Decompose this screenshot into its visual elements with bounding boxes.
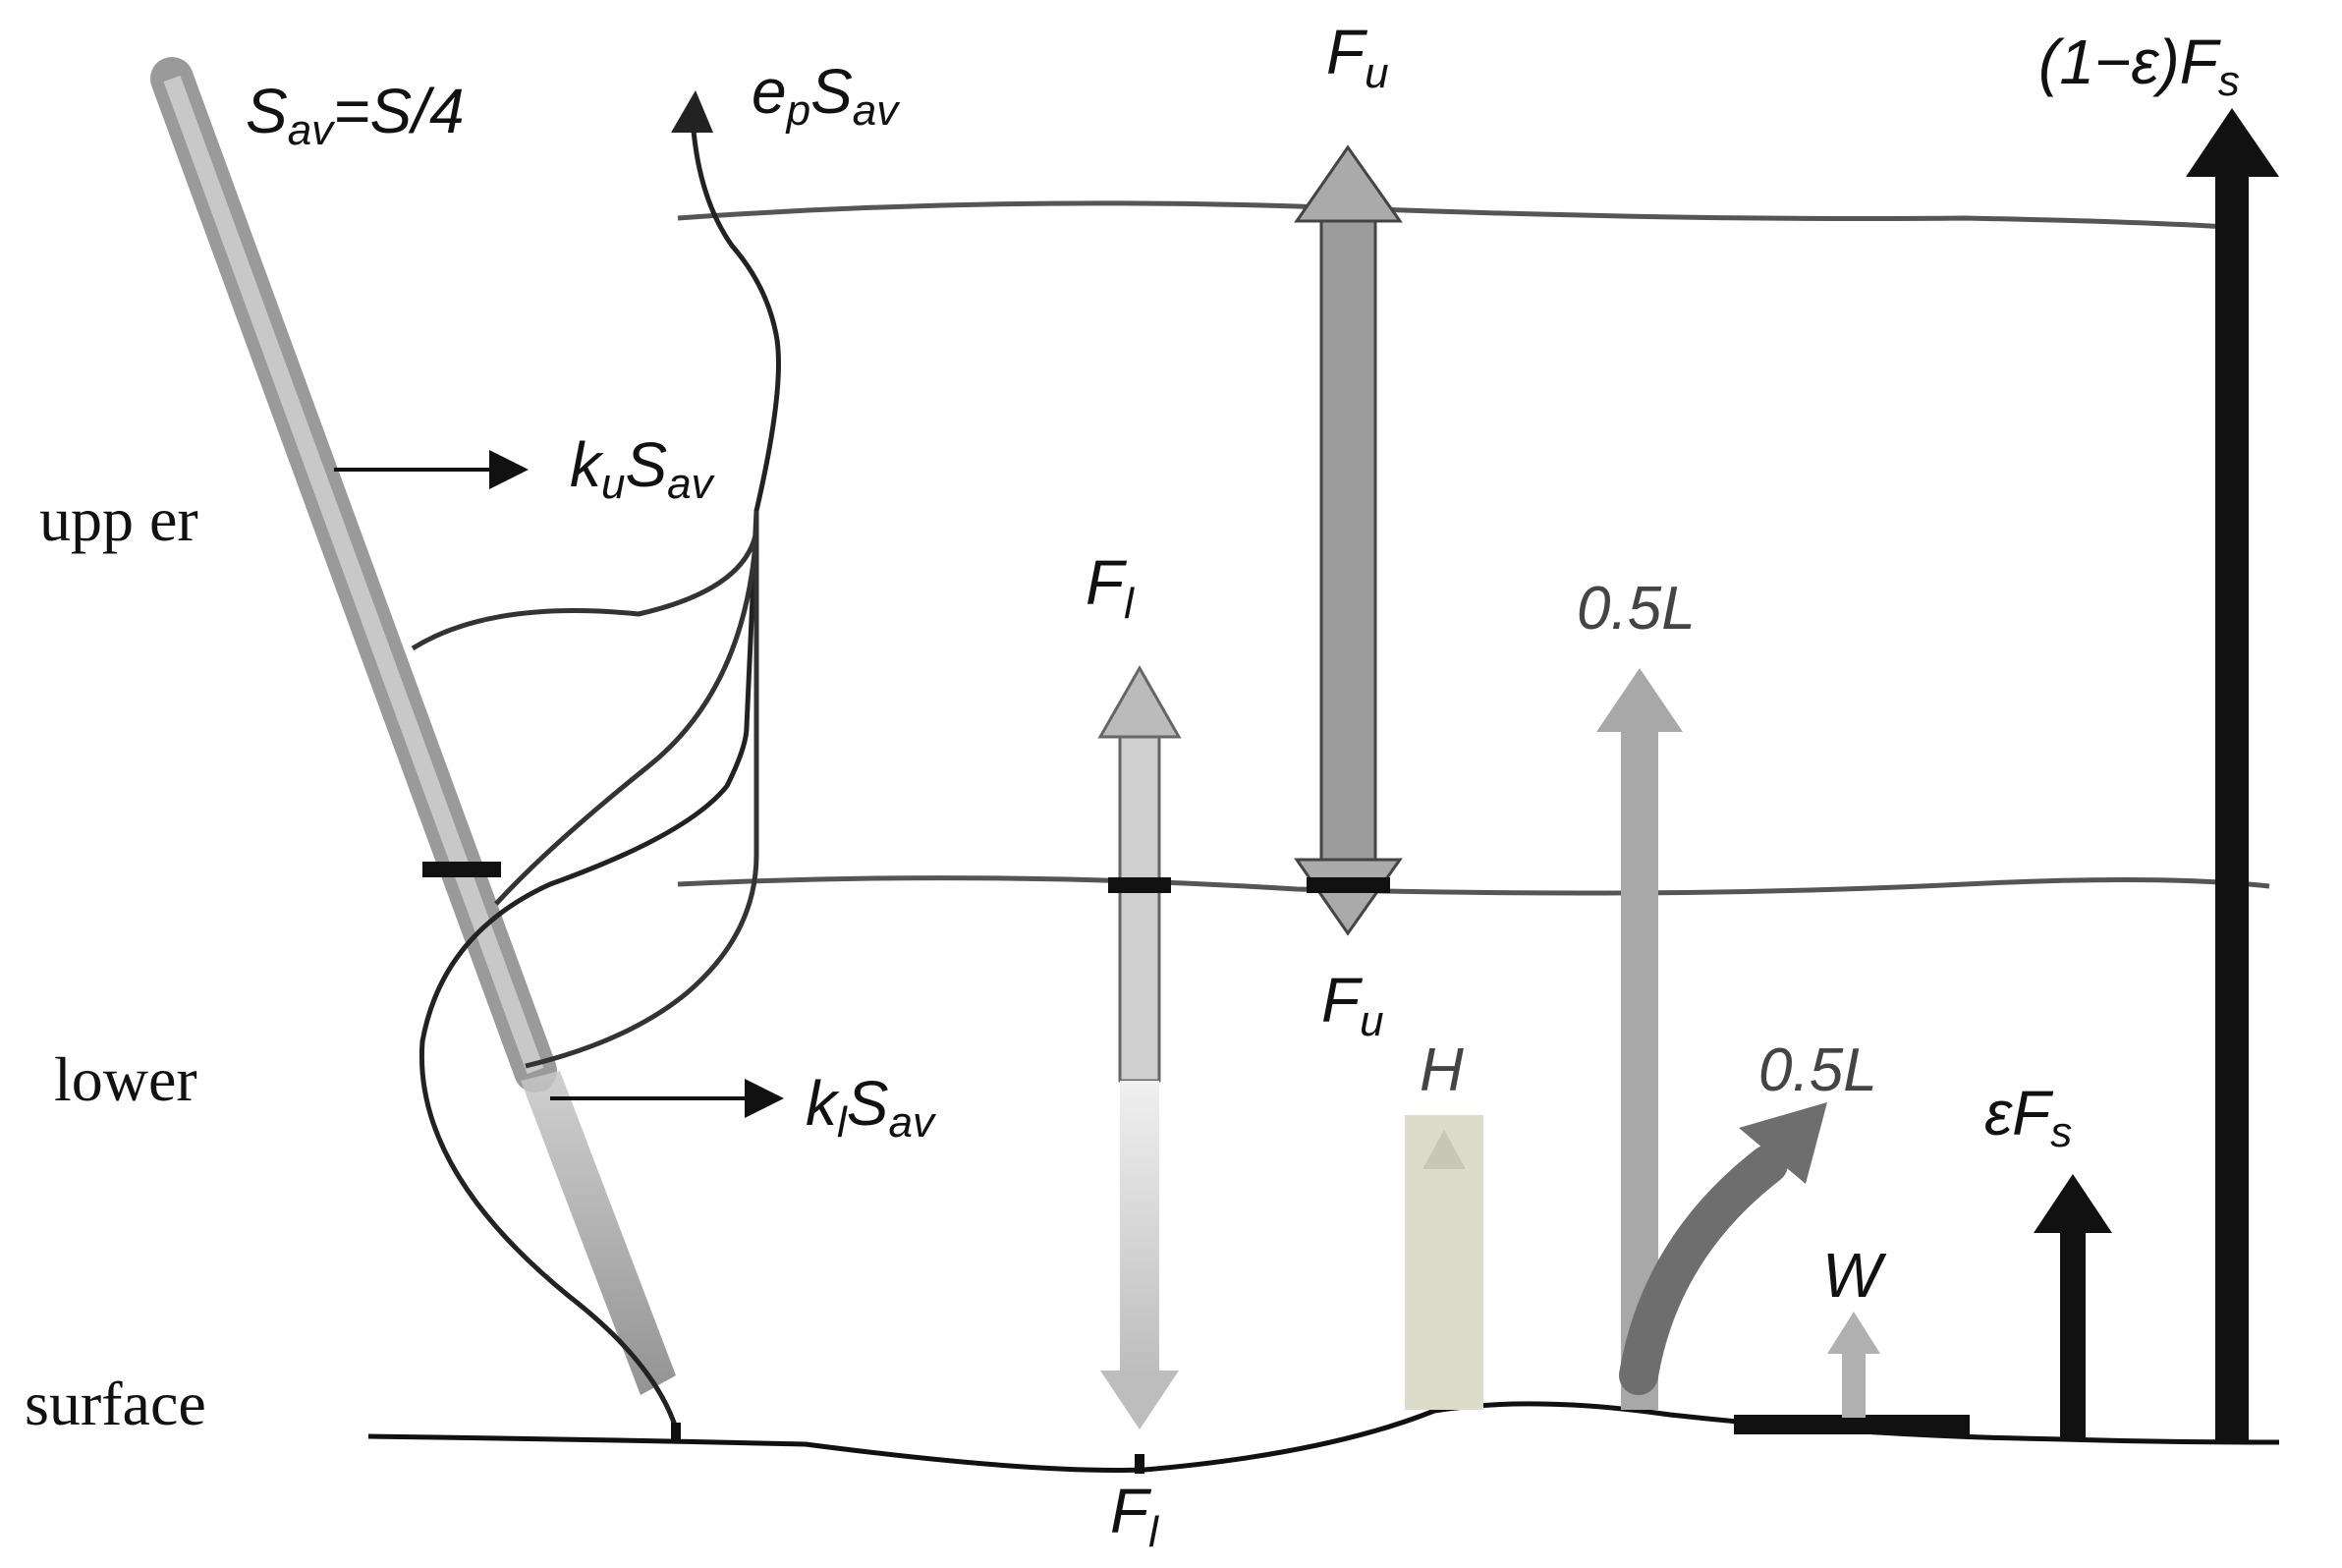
mid-absorption-curve (411, 530, 759, 651)
window-w-shaft (1842, 1351, 1866, 1418)
f-u-top-arrowhead (1294, 144, 1403, 223)
f-l-downward-arrowhead (1100, 1371, 1179, 1429)
label-w: W (1822, 1240, 1887, 1311)
layer-label-upper: upp er (39, 484, 198, 554)
eps-fs-arrowhead (2034, 1174, 2112, 1233)
surface-line (367, 1401, 2280, 1473)
upper-lower-boundary-line (677, 875, 2270, 896)
absorption-profile-arrowhead (671, 90, 713, 133)
f-u-boundary-mark (1307, 877, 1390, 893)
label-f-u-top: Fu (1326, 17, 1389, 97)
label-half-l-curved: 0.5L (1758, 1036, 1877, 1104)
label-k-u-s-av: kuSav (570, 429, 716, 508)
window-w-arrowhead (1827, 1312, 1880, 1354)
surface-tick-mid (1135, 1454, 1144, 1474)
label-e-p-s-av: epSav (752, 56, 901, 135)
one-minus-eps-fs-shaft (2215, 172, 2249, 1444)
label-one-minus-eps-f-s: (1−ε)Fs (2038, 27, 2240, 105)
f-l-upward-arrowhead (1097, 664, 1182, 739)
surface-tick-left (671, 1423, 681, 1442)
f-l-boundary-mark (1108, 877, 1171, 893)
latent-half-vertical-arrowhead (1596, 668, 1683, 732)
upper-layer-top-line (677, 200, 2241, 231)
mid-absorption-curve-2 (494, 530, 759, 906)
f-l-upward-shaft (1118, 735, 1161, 1083)
label-h: H (1420, 1036, 1464, 1104)
window-base-bar (1734, 1415, 1970, 1434)
label-f-l-surface: Fl (1110, 1476, 1159, 1556)
latent-half-curved-arrowhead (1739, 1102, 1827, 1184)
solar-beam-to-surface (521, 1071, 676, 1395)
f-l-downward-shaft (1120, 1081, 1159, 1375)
f-u-bottom-arrowhead (1294, 858, 1403, 936)
solar-beam-absorber-mark (422, 862, 501, 877)
label-eps-f-s: εFs (1984, 1078, 2072, 1156)
label-k-l-s-av: klSav (806, 1068, 937, 1147)
layer-label-surface: surface (25, 1369, 206, 1438)
layer-label-lower: lower (54, 1044, 197, 1114)
lower-absorption-curve (525, 511, 759, 1069)
one-minus-eps-fs-arrowhead (2186, 108, 2279, 177)
sensible-heat-h-tip (1422, 1130, 1466, 1169)
eps-fs-shaft (2060, 1228, 2086, 1439)
f-u-shaft (1319, 219, 1377, 862)
label-s-av: Sav=S/4 (246, 76, 465, 154)
latent-half-curved-arrow (1619, 1145, 1788, 1395)
incoming-solar-beam-core (163, 75, 544, 1075)
label-half-l-vertical: 0.5L (1577, 575, 1696, 643)
label-f-l-mid: Fl (1086, 547, 1135, 628)
absorption-profile-curve (418, 117, 781, 1435)
label-f-u-bottom: Fu (1321, 965, 1384, 1045)
